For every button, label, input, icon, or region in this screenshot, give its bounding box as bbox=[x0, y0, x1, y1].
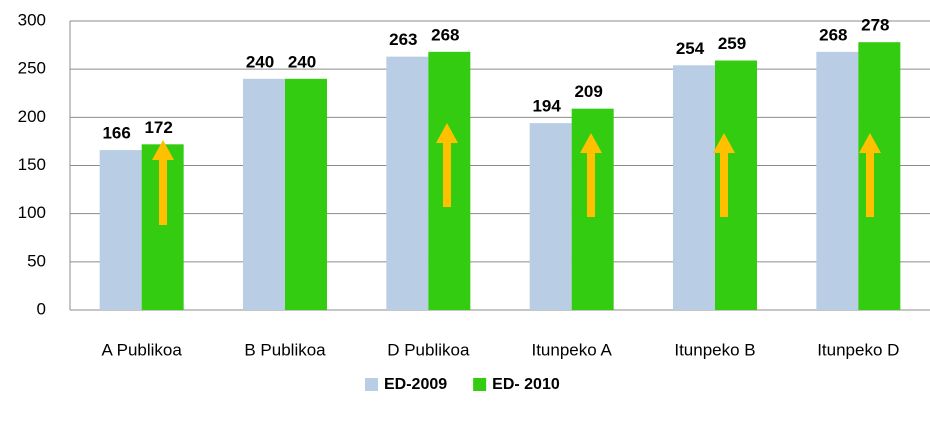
y-tick-label: 200 bbox=[18, 107, 46, 126]
bar bbox=[529, 123, 572, 310]
decorative-arrows bbox=[152, 123, 881, 225]
value-label: 166 bbox=[102, 124, 130, 143]
value-label: 259 bbox=[718, 34, 746, 53]
bar bbox=[816, 51, 859, 311]
bar bbox=[386, 56, 429, 310]
y-tick-label: 150 bbox=[18, 155, 46, 174]
x-tick-label: D Publikoa bbox=[387, 340, 470, 359]
legend-label: ED- 2010 bbox=[492, 376, 560, 393]
value-label: 194 bbox=[532, 97, 561, 116]
arrow bbox=[713, 133, 735, 217]
x-tick-label: Itunpeko D bbox=[817, 340, 899, 359]
value-label: 263 bbox=[389, 30, 417, 49]
value-label: 268 bbox=[431, 25, 459, 44]
bar bbox=[99, 150, 142, 310]
value-label: 172 bbox=[144, 118, 172, 137]
value-label: 268 bbox=[819, 25, 847, 44]
y-tick-label: 50 bbox=[27, 251, 46, 270]
arrow bbox=[152, 140, 174, 225]
y-tick-label: 100 bbox=[18, 203, 46, 222]
value-label: 278 bbox=[861, 16, 889, 35]
legend-label: ED-2009 bbox=[384, 376, 447, 393]
value-label: 240 bbox=[246, 52, 274, 71]
arrow bbox=[436, 123, 458, 207]
y-tick-label: 250 bbox=[18, 59, 46, 78]
x-tick-label: B Publikoa bbox=[244, 340, 326, 359]
bar bbox=[285, 78, 327, 310]
bar bbox=[858, 42, 901, 311]
legend-swatch bbox=[365, 378, 378, 391]
x-tick-label: A Publikoa bbox=[101, 340, 182, 359]
value-label: 254 bbox=[676, 39, 705, 58]
x-tick-label: Itunpeko B bbox=[674, 340, 755, 359]
arrow bbox=[580, 133, 602, 217]
arrow bbox=[859, 133, 881, 217]
legend-swatch bbox=[473, 378, 487, 391]
value-label: 209 bbox=[574, 82, 602, 101]
x-tick-label: Itunpeko A bbox=[531, 340, 612, 359]
value-label: 240 bbox=[288, 52, 316, 71]
y-tick-label: 0 bbox=[37, 299, 46, 318]
bar bbox=[673, 65, 715, 311]
bar bbox=[243, 78, 285, 310]
y-tick-label: 300 bbox=[18, 10, 46, 29]
